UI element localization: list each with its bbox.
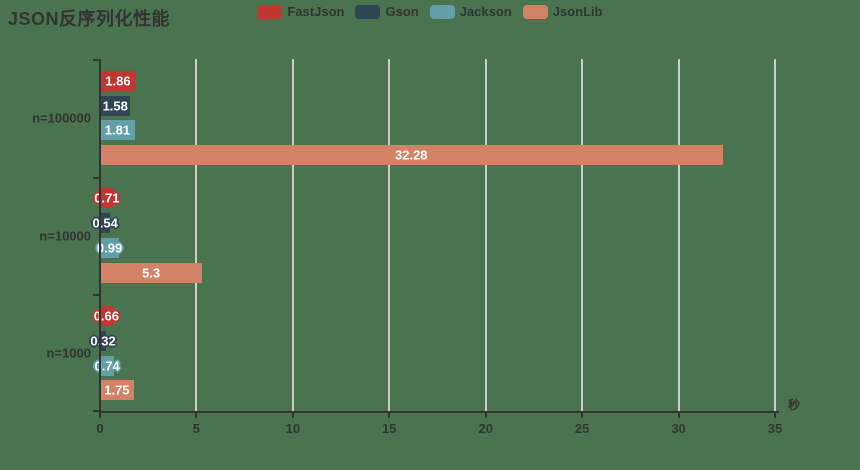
x-tick-label-20: 20 bbox=[478, 421, 493, 436]
x-axis-tick-20 bbox=[484, 412, 487, 418]
legend-swatch-jsonlib bbox=[522, 4, 548, 19]
x-tick-label-25: 25 bbox=[574, 421, 590, 436]
bar-jackson-n1000[interactable] bbox=[100, 355, 115, 376]
y-axis-tick-2 bbox=[93, 294, 99, 297]
gridline-30 bbox=[677, 59, 680, 412]
x-axis-tick-15 bbox=[388, 412, 391, 418]
bar-jsonlib-n100000[interactable] bbox=[100, 144, 723, 165]
bar-jsonlib-n10000[interactable] bbox=[100, 262, 203, 283]
category-label-n100000: n=100000 bbox=[32, 110, 91, 126]
chart-title: JSON反序列化性能 bbox=[8, 9, 171, 29]
legend-item-jsonlib[interactable]: JsonLib bbox=[522, 4, 603, 19]
bar-jackson-n10000[interactable] bbox=[100, 237, 120, 258]
x-axis-unit-label: 秒 bbox=[788, 398, 801, 412]
category-label-n10000: n=10000 bbox=[39, 228, 91, 243]
x-axis-tick-5 bbox=[195, 412, 198, 418]
gridline-35 bbox=[774, 59, 776, 412]
y-axis-tick-0 bbox=[93, 59, 99, 61]
legend-label: JsonLib bbox=[552, 4, 603, 19]
x-tick-label-10: 10 bbox=[285, 421, 301, 436]
x-tick-label-5: 5 bbox=[192, 421, 201, 436]
x-tick-label-30: 30 bbox=[671, 421, 686, 436]
bar-gson-n10000[interactable] bbox=[100, 213, 111, 234]
x-axis-tick-30 bbox=[677, 412, 680, 418]
legend-label: Gson bbox=[385, 4, 419, 19]
x-axis-tick-25 bbox=[581, 412, 584, 418]
gridline-10 bbox=[291, 59, 294, 412]
legend-item-jackson[interactable]: Jackson bbox=[429, 4, 512, 19]
bar-fastjson-n10000[interactable] bbox=[100, 188, 114, 209]
legend-swatch-jackson bbox=[429, 4, 455, 19]
x-tick-label-15: 15 bbox=[382, 421, 397, 436]
gridline-5 bbox=[195, 59, 198, 412]
x-tick-label-0: 0 bbox=[96, 421, 104, 436]
y-axis-tick-1 bbox=[93, 176, 99, 179]
bar-gson-n100000[interactable] bbox=[100, 95, 131, 116]
plot-area: 1.86 1.58 1.81 32.28 n=100000 0.71 0.54 0.99 5.3… bbox=[32, 59, 782, 436]
legend-label: Jackson bbox=[459, 4, 512, 19]
bar-jackson-n100000[interactable] bbox=[100, 120, 135, 141]
legend-label: FastJson bbox=[287, 4, 345, 19]
bar-fastjson-n1000[interactable] bbox=[100, 306, 113, 327]
x-axis-tick-10 bbox=[291, 412, 294, 418]
x-tick-label-35: 35 bbox=[767, 421, 783, 436]
gridline-15 bbox=[388, 59, 391, 412]
x-axis-line bbox=[99, 411, 779, 413]
y-axis-tick-3 bbox=[93, 410, 99, 412]
legend-swatch-fastjson bbox=[257, 4, 283, 19]
gridline-20 bbox=[484, 59, 487, 412]
category-label-n1000: n=1000 bbox=[46, 345, 91, 361]
legend: FastJson Gson Jackson JsonLib bbox=[0, 4, 860, 19]
bar-gson-n1000[interactable] bbox=[100, 330, 107, 351]
legend-item-gson[interactable]: Gson bbox=[355, 4, 419, 19]
legend-item-fastjson[interactable]: FastJson bbox=[257, 4, 344, 19]
y-axis-line bbox=[99, 59, 101, 413]
x-axis-tick-35 bbox=[774, 412, 776, 418]
bar-fastjson-n100000[interactable] bbox=[100, 70, 136, 91]
bar-jsonlib-n1000[interactable] bbox=[100, 380, 134, 401]
legend-swatch-gson bbox=[355, 4, 381, 19]
gridline-25 bbox=[581, 59, 584, 412]
x-axis-tick-0 bbox=[99, 412, 101, 418]
